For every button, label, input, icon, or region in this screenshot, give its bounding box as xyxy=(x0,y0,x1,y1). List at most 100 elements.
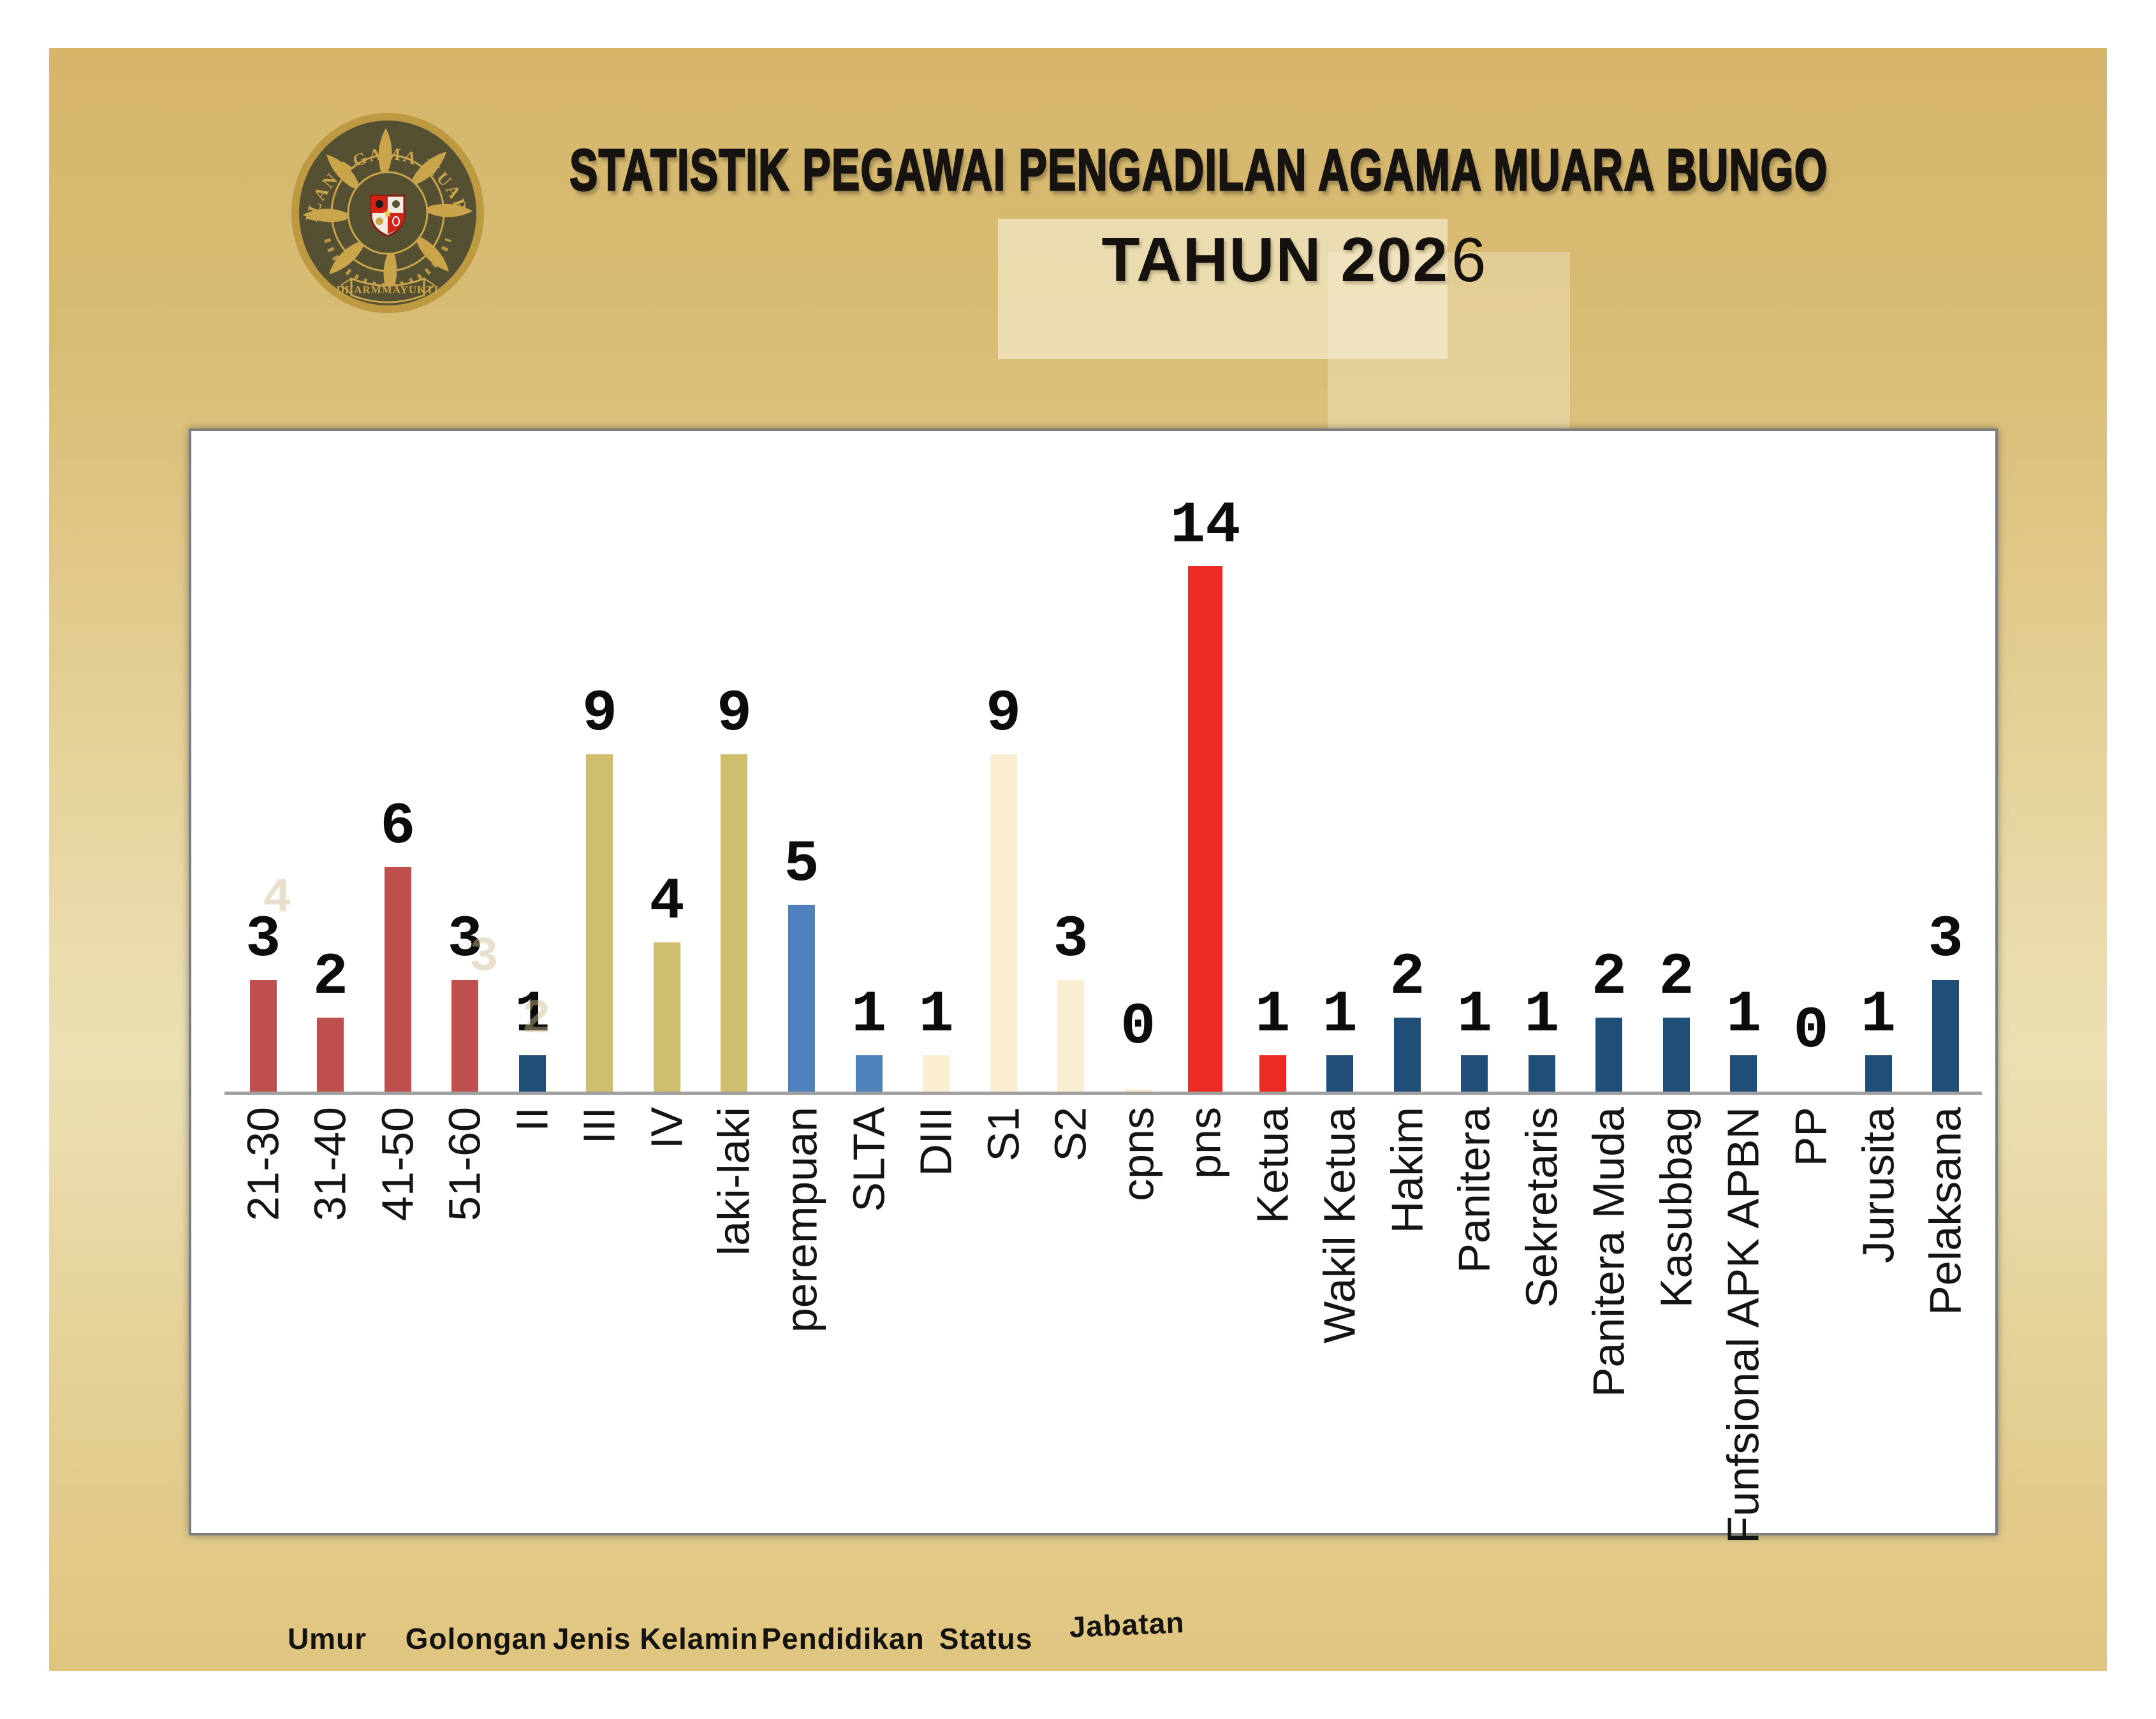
shield-icon: ★ xyxy=(370,194,406,237)
bar-value-label: 1 xyxy=(515,981,550,1048)
x-axis-line xyxy=(224,1092,1982,1095)
bar-panitera-muda xyxy=(1595,1018,1623,1093)
page-subtitle: TAHUN 2026 xyxy=(912,224,1677,296)
x-tick-label: DIII xyxy=(911,1107,961,1176)
x-tick-label: II xyxy=(507,1107,557,1132)
bar-slot: 0 cpns xyxy=(1104,431,1172,1201)
bar-s2 xyxy=(1057,980,1085,1093)
logo-banner-text: DHARMMAYUKTI xyxy=(337,284,439,296)
x-tick-label: perempuan xyxy=(776,1107,826,1333)
bar-diii xyxy=(923,1055,950,1093)
x-tick-label: SLTA xyxy=(843,1107,893,1212)
bar-s1 xyxy=(990,754,1017,1093)
bar-slot: 6 41-50 xyxy=(364,431,432,1221)
x-tick-label: pns xyxy=(1180,1107,1230,1179)
x-tick-label: S1 xyxy=(978,1107,1028,1162)
bar-value-label: 1 xyxy=(1322,981,1358,1048)
bar-31-40 xyxy=(317,1018,344,1093)
x-tick-label: PP xyxy=(1786,1107,1836,1167)
bar-wakil-ketua xyxy=(1326,1055,1354,1093)
bar-slot: 14 pns xyxy=(1170,431,1241,1179)
x-tick-label: S2 xyxy=(1045,1107,1096,1162)
bar-value-label: 1 xyxy=(1255,981,1291,1048)
x-tick-label: Jurusita xyxy=(1852,1107,1903,1264)
x-tick-label: Pelaksana xyxy=(1920,1107,1970,1315)
bar-value-label: 1 xyxy=(1726,981,1762,1048)
bar-value-label: 9 xyxy=(716,680,752,747)
x-tick-label: Ketua xyxy=(1247,1107,1297,1224)
bar-iii xyxy=(586,754,613,1093)
bar-slot: 9 III xyxy=(566,431,634,1144)
court-seal-logo: PENGADILAN AGAMA MUARA BUNGO xyxy=(282,96,485,314)
bar-value-label: 2 xyxy=(1659,943,1694,1011)
bar-slot: 3 21-30 xyxy=(230,431,297,1221)
bar-slot: 2 Kasubbag xyxy=(1643,431,1710,1308)
bar-panitera xyxy=(1461,1055,1488,1093)
group-label-jenis-kelamin: Jenis Kelamin xyxy=(552,1622,759,1655)
bar-sekretaris xyxy=(1528,1055,1555,1093)
banner-ribbon: DHARMMAYUKTI xyxy=(337,277,439,304)
gold-panel: PENGADILAN AGAMA MUARA BUNGO xyxy=(49,48,2107,1671)
bar-value-label: 3 xyxy=(1928,905,1963,973)
bar-value-label: 14 xyxy=(1170,492,1241,559)
bar-slot: 1 Ketua xyxy=(1239,431,1307,1224)
bar-value-label: 2 xyxy=(312,943,348,1011)
bar-pelaksana xyxy=(1932,980,1960,1093)
bar-21-30 xyxy=(249,980,277,1093)
x-tick-label: III xyxy=(574,1107,624,1145)
bar-value-label: 2 xyxy=(1390,943,1425,1011)
bar-slot: 3 Pelaksana xyxy=(1912,431,1979,1315)
bar-value-label: 5 xyxy=(784,830,819,898)
x-tick-label: Sekretaris xyxy=(1516,1107,1567,1308)
year-highlight-patch xyxy=(998,219,1448,359)
x-tick-label: Panitera xyxy=(1449,1107,1499,1273)
x-tick-label: Panitera Muda xyxy=(1583,1107,1634,1398)
bar-slot: 0 PP xyxy=(1777,431,1845,1166)
bar-value-label: 1 xyxy=(1860,981,1896,1048)
bar-ii xyxy=(518,1055,546,1093)
x-tick-label: laki-laki xyxy=(708,1107,759,1256)
bar-value-label: 9 xyxy=(582,680,618,747)
bar-hakim xyxy=(1393,1018,1421,1093)
x-tick-label: 41-50 xyxy=(372,1107,423,1222)
bar-slot: 1 SLTA xyxy=(835,431,903,1211)
bar-slot: 4 IV xyxy=(633,431,701,1149)
group-label-golongan: Golongan xyxy=(405,1622,548,1655)
x-tick-label: 21-30 xyxy=(238,1107,288,1222)
bar-value-label: 1 xyxy=(1456,981,1492,1048)
bar-51-60 xyxy=(451,980,479,1093)
group-label-status: Status xyxy=(939,1622,1033,1655)
bar-value-label: 9 xyxy=(986,680,1022,747)
bars-row: 3 21-30 2 31-40 6 41-50 3 51-60 1 II 9 III 4 IV 9 laki-… xyxy=(230,431,1979,1544)
subtitle-year-prefix: TAHUN 202 xyxy=(1101,224,1449,295)
bar-value-label: 1 xyxy=(1524,981,1560,1048)
bar-value-label: 0 xyxy=(1120,993,1156,1060)
bar-slot: 1 Sekretaris xyxy=(1508,431,1576,1308)
bar-slot: 3 51-60 xyxy=(432,431,499,1221)
bar-slot: 9 S1 xyxy=(970,431,1038,1161)
bar-value-label: 1 xyxy=(851,981,887,1048)
bar-value-label: 3 xyxy=(1053,905,1089,973)
bar-laki-laki xyxy=(721,754,748,1093)
bar-jurusita xyxy=(1865,1055,1892,1093)
bar-value-label: 1 xyxy=(918,981,954,1048)
bar-slot: 2 31-40 xyxy=(297,431,365,1221)
bar-slot: 1 Jurusita xyxy=(1845,431,1912,1263)
x-tick-label: 31-40 xyxy=(305,1107,355,1222)
bar-cpns xyxy=(1124,1089,1152,1093)
bar-41-50 xyxy=(384,867,411,1093)
x-tick-label: Funfsional APK APBN xyxy=(1718,1107,1768,1544)
bar-slta xyxy=(855,1055,883,1093)
chart-area: 3 21-30 2 31-40 6 41-50 3 51-60 1 II 9 III 4 IV 9 laki-… xyxy=(189,428,1998,1544)
group-label-pendidikan: Pendidikan xyxy=(761,1622,925,1655)
x-tick-label: Wakil Ketua xyxy=(1314,1107,1365,1343)
x-tick-label: Hakim xyxy=(1382,1107,1432,1234)
bar-slot: 9 laki-laki xyxy=(701,431,768,1255)
bar-perempuan xyxy=(788,905,816,1093)
bar-pns xyxy=(1188,566,1223,1093)
x-tick-label: IV xyxy=(642,1107,692,1150)
bar-slot: 3 S2 xyxy=(1037,431,1104,1161)
bar-value-label: 4 xyxy=(649,868,685,935)
bar-slot: 1 DIII xyxy=(902,431,970,1176)
bar-slot: 2 Hakim xyxy=(1374,431,1441,1233)
